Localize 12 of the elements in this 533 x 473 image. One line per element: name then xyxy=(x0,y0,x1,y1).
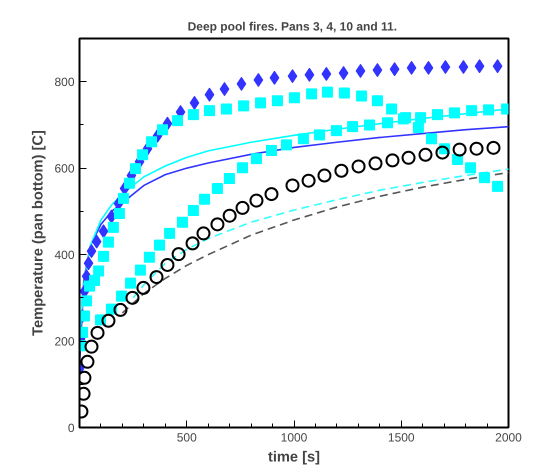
chart-title: Deep pool fires. Pans 3, 4, 10 and 11. xyxy=(188,20,398,34)
y-tick-label: 0 xyxy=(68,421,75,435)
y-axis-title: Temperature (pan bottom) [C] xyxy=(30,130,46,336)
y-tick-label: 600 xyxy=(54,162,75,176)
y-tick-label: 400 xyxy=(54,248,75,262)
x-tick-label: 1000 xyxy=(280,430,308,444)
y-tick-label: 800 xyxy=(54,75,75,90)
x-tick-label: 1500 xyxy=(388,430,415,444)
x-tick-label: 2000 xyxy=(495,430,522,444)
x-axis-title: time [s] xyxy=(268,450,320,466)
y-tick-label: 200 xyxy=(54,334,75,349)
x-tick-label: 500 xyxy=(176,430,198,444)
